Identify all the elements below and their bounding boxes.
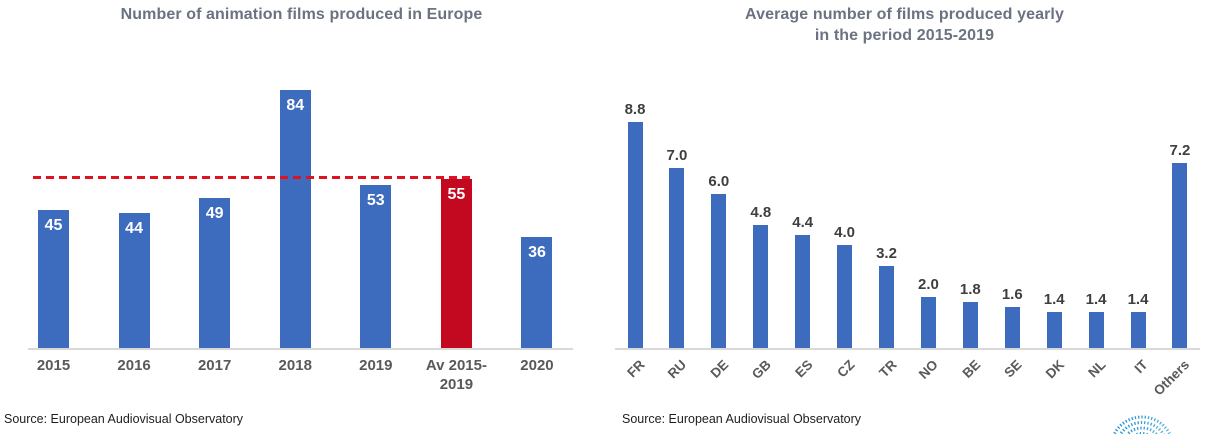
bar-value-ES: 4.4 (792, 213, 814, 231)
bar-2015 (38, 209, 69, 348)
bar-value-SE: 1.6 (1001, 285, 1023, 303)
bar-GB (753, 224, 769, 348)
right-x-axis-line (615, 348, 1200, 350)
bar-value-2017: 49 (205, 204, 224, 222)
x-label-SE: SE (1001, 357, 1025, 381)
right-chart-title-line2: in the period 2015-2019 (814, 27, 995, 44)
x-label-BE: BE (959, 357, 983, 381)
x-label-Others: Others (1151, 357, 1193, 399)
bar-NO (920, 296, 936, 348)
bar-value-CZ: 4.0 (834, 224, 856, 242)
right-chart-title-line1: Average number of films produced yearly (745, 6, 1064, 23)
left-source-note: Source: European Audiovisual Observatory (4, 412, 244, 426)
x-label-DK: DK (1042, 357, 1067, 382)
bar-value-Av 2015-2019: 55 (447, 186, 466, 204)
bar-2016 (118, 212, 150, 348)
bar-value-2016: 44 (125, 219, 143, 237)
bar-DK (1046, 312, 1062, 348)
bar-TR (879, 265, 895, 348)
x-label-NL: NL (1085, 357, 1109, 381)
x-label-2016: 2016 (117, 357, 151, 374)
left-chart-title: Number of animation films produced in Eu… (120, 6, 483, 23)
x-label-CZ: CZ (833, 357, 858, 381)
x-label-Av 2015-2019: Av 2015-2019 (425, 357, 487, 393)
bar-value-NO: 2.0 (918, 275, 939, 293)
bar-ES (795, 234, 811, 348)
bar-value-NL: 1.4 (1085, 291, 1107, 309)
left-chart-plot-area: 45 2015 44 2016 49 2017 84 2018 53 2019 55 Av 2015-… (28, 90, 573, 393)
x-label-FR: FR (624, 357, 648, 381)
x-label-NO: NO (916, 357, 942, 382)
bar-2020 (521, 237, 553, 348)
bar-value-BE: 1.8 (959, 280, 981, 298)
x-label-2017: 2017 (197, 357, 232, 374)
x-label-2020: 2020 (520, 357, 554, 374)
bar-value-GB: 4.8 (750, 203, 772, 221)
x-label-TR: TR (875, 357, 900, 381)
bar-NL (1088, 312, 1104, 348)
x-label-2019: 2019 (359, 357, 393, 374)
bar-value-FR: 8.8 (624, 100, 646, 118)
x-label-2015: 2015 (36, 357, 71, 374)
x-label-ES: ES (791, 357, 816, 381)
bar-DE (711, 193, 727, 348)
bar-Av 2015-2019 (440, 179, 472, 348)
bar-value-2019: 53 (366, 192, 385, 210)
bar-value-TR: 3.2 (876, 244, 897, 262)
bar-Others (1172, 162, 1188, 348)
observatory-globe-logo-icon (1111, 414, 1173, 434)
bar-2019 (360, 185, 392, 348)
bar-value-IT: 1.4 (1127, 291, 1149, 309)
right-source-note: Source: European Audiovisual Observatory (622, 412, 862, 426)
bar-value-RU: 7.0 (666, 147, 688, 165)
x-label-DE: DE (707, 357, 732, 381)
average-reference-line (33, 175, 472, 179)
bar-RU (669, 168, 685, 348)
bar-2017 (199, 197, 231, 348)
x-label-GB: GB (748, 357, 774, 382)
bar-SE (1004, 306, 1020, 348)
bar-value-2015: 45 (44, 216, 63, 234)
bar-value-2018: 84 (286, 97, 305, 115)
right-chart-plot-area: 8.8 FR 7.0 RU 6.0 DE 4.8 GB 4.4 ES 4.0 CZ 3.2 TR 2.0 NO… (603, 0, 1206, 434)
bar-FR (627, 121, 643, 348)
bar-BE (962, 301, 978, 348)
bar-value-Others: 7.2 (1169, 141, 1191, 159)
bar-value-2020: 36 (528, 244, 546, 262)
bar-2018 (279, 90, 311, 348)
bar-value-DK: 1.4 (1043, 291, 1065, 309)
right-chart-panel: Average number of films produced yearly … (603, 0, 1206, 434)
bar-IT (1130, 312, 1146, 348)
bar-value-DE: 6.0 (708, 172, 730, 190)
left-chart-panel: Number of animation films produced in Eu… (4, 6, 573, 426)
left-x-axis-line (28, 348, 573, 350)
bar-CZ (837, 245, 853, 348)
x-label-RU: RU (665, 357, 690, 382)
x-label-IT: IT (1131, 357, 1151, 377)
x-label-2018: 2018 (278, 357, 312, 374)
